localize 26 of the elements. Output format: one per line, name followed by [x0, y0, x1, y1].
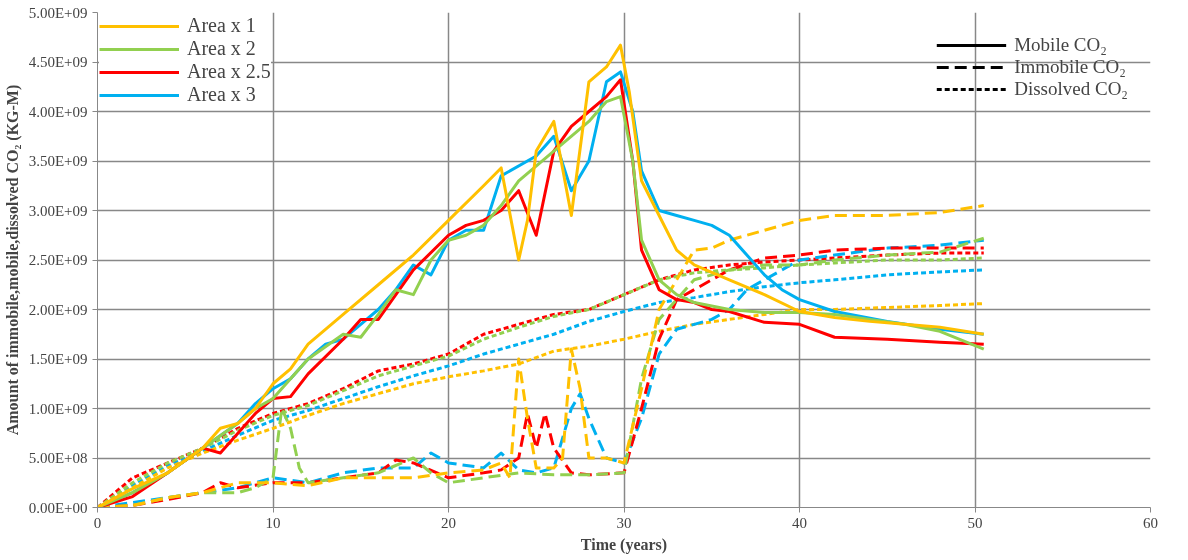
y-tick-label: 1.50E+09: [28, 351, 88, 367]
y-tick-label: 0.00E+00: [28, 499, 88, 516]
y-tick-label: 3.00E+09: [28, 202, 88, 219]
x-tick-label: 50: [967, 514, 983, 531]
y-tick-label: 3.50E+09: [28, 153, 88, 169]
x-tick-label: 30: [616, 514, 632, 531]
legend-label: Area x 2.5: [187, 60, 271, 83]
legend-label: Area x 2: [187, 37, 256, 60]
x-tick-label: 0: [93, 514, 102, 531]
x-tick-label: 60: [1143, 514, 1158, 531]
y-tick-label: 1.00E+09: [28, 400, 88, 417]
x-axis-title: Time (years): [580, 535, 668, 554]
x-tick-label: 10: [265, 514, 281, 531]
y-tick-label: 4.50E+09: [28, 54, 88, 70]
annotation: Mobile CO₂: [1014, 34, 1107, 56]
x-tick-label: 40: [792, 514, 807, 531]
y-tick-label: 2.00E+09: [28, 301, 88, 318]
y-tick-label: 5.00E+09: [28, 4, 88, 21]
y-axis-title: Amount of immobile,mobile,dissolved CO₂ (KG-M): [3, 84, 22, 436]
y-tick-label: 2.50E+09: [28, 252, 88, 268]
legend-label: Area x 1: [187, 14, 256, 37]
x-tick-label: 20: [441, 514, 456, 531]
annotation: Dissolved CO₂: [1014, 78, 1128, 100]
y-tick-label: 4.00E+09: [28, 103, 88, 120]
y-tick-label: 5.00E+08: [28, 450, 88, 466]
legend-label: Area x 3: [187, 83, 256, 106]
